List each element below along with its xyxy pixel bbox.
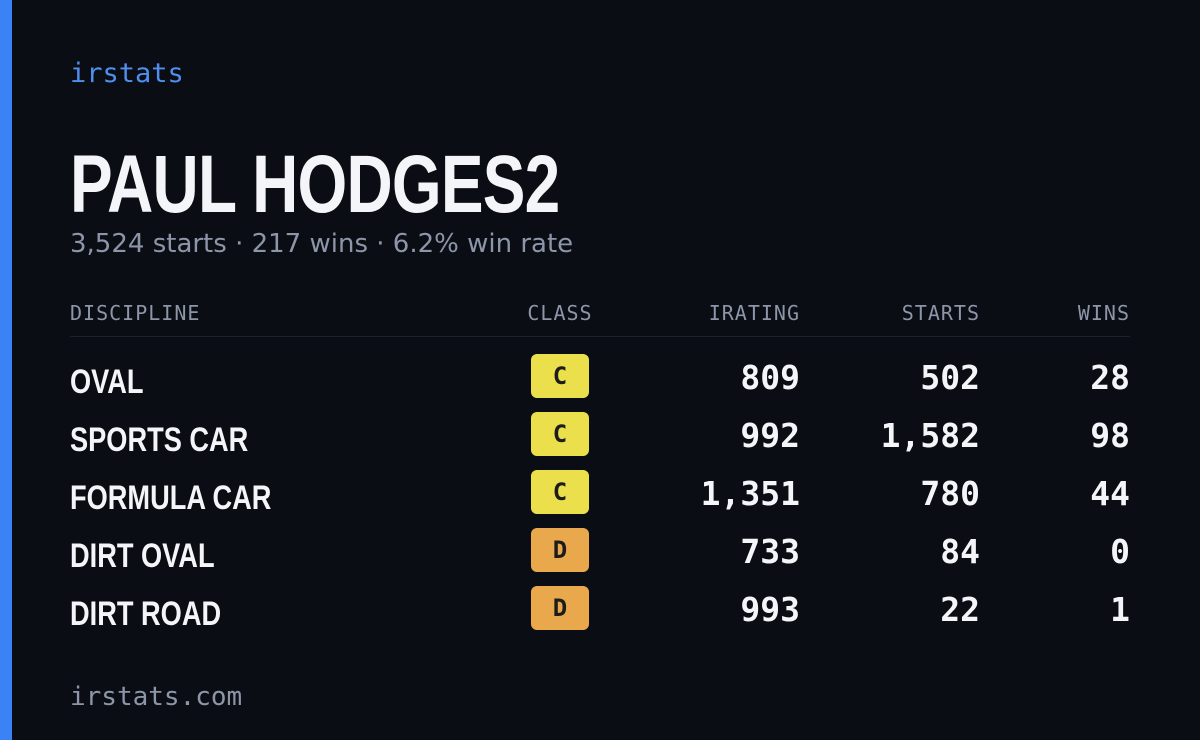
class-badge: D <box>531 528 589 572</box>
discipline: DIRT ROAD <box>70 595 222 633</box>
irating-value: 1,351 <box>700 474 800 513</box>
driver-name: PAUL HODGES2 <box>70 139 560 230</box>
wins-value: 1 <box>1110 590 1130 629</box>
starts-value: 22 <box>940 590 980 629</box>
header-rule <box>70 336 1130 337</box>
column-header: DISCIPLINE <box>70 301 201 325</box>
starts-value: 780 <box>920 474 980 513</box>
wins-value: 0 <box>1110 532 1130 571</box>
column-header: IRATING <box>708 301 800 325</box>
discipline: DIRT OVAL <box>70 537 215 575</box>
class-badge: C <box>531 354 589 398</box>
wins-value: 98 <box>1090 416 1130 455</box>
discipline: OVAL <box>70 363 144 401</box>
irating-value: 992 <box>740 416 800 455</box>
irating-value: 809 <box>740 358 800 397</box>
column-header: CLASS <box>527 301 593 325</box>
discipline: SPORTS CAR <box>70 421 249 459</box>
class-badge: D <box>531 586 589 630</box>
starts-value: 84 <box>940 532 980 571</box>
class-badge: C <box>531 470 589 514</box>
brand: irstats <box>70 58 184 89</box>
column-header: STARTS <box>901 301 980 325</box>
accent-bar <box>0 0 12 740</box>
starts-value: 502 <box>920 358 980 397</box>
wins-value: 44 <box>1090 474 1130 513</box>
column-header: WINS <box>1077 301 1130 325</box>
starts-value: 1,582 <box>880 416 980 455</box>
irating-value: 733 <box>740 532 800 571</box>
footer: irstats.com <box>70 682 243 712</box>
class-badge: C <box>531 412 589 456</box>
wins-value: 28 <box>1090 358 1130 397</box>
discipline: FORMULA CAR <box>70 479 272 517</box>
driver-summary: 3,524 starts · 217 wins · 6.2% win rate <box>70 229 574 259</box>
irating-value: 993 <box>740 590 800 629</box>
